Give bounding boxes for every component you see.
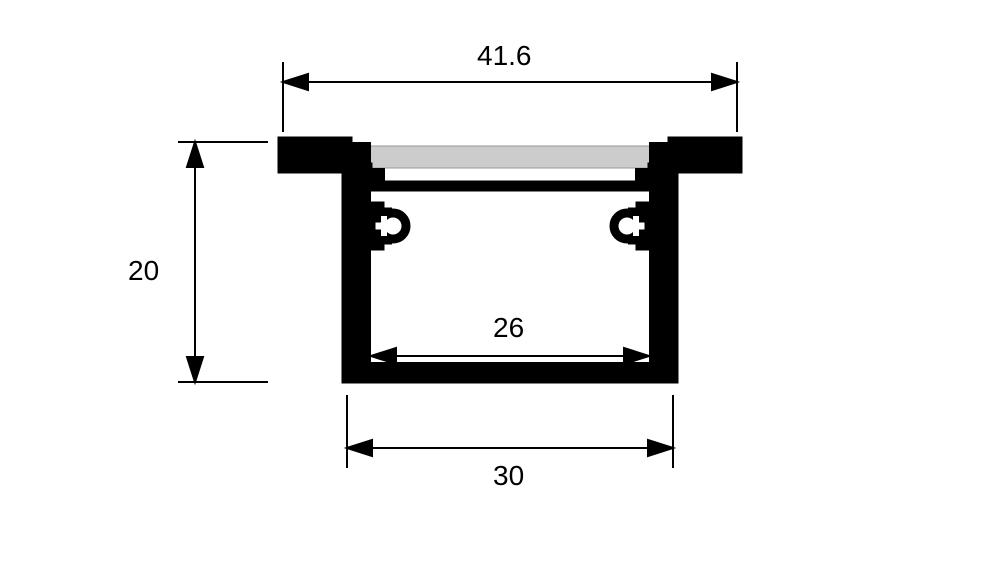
profile-fill [283, 142, 737, 382]
clip-circles [371, 213, 649, 239]
label-overall-width: 41.6 [477, 40, 532, 72]
label-height: 20 [128, 255, 159, 287]
dim-height [178, 142, 268, 382]
clip-notches [371, 206, 649, 246]
dim-overall-width [283, 62, 737, 132]
label-body-width: 30 [493, 460, 524, 492]
diffuser [326, 146, 696, 168]
dim-inner-width [371, 348, 649, 364]
dim-body-width [347, 395, 673, 468]
label-inner-width: 26 [493, 312, 524, 344]
technical-drawing: 41.6 20 26 30 [0, 0, 1000, 563]
